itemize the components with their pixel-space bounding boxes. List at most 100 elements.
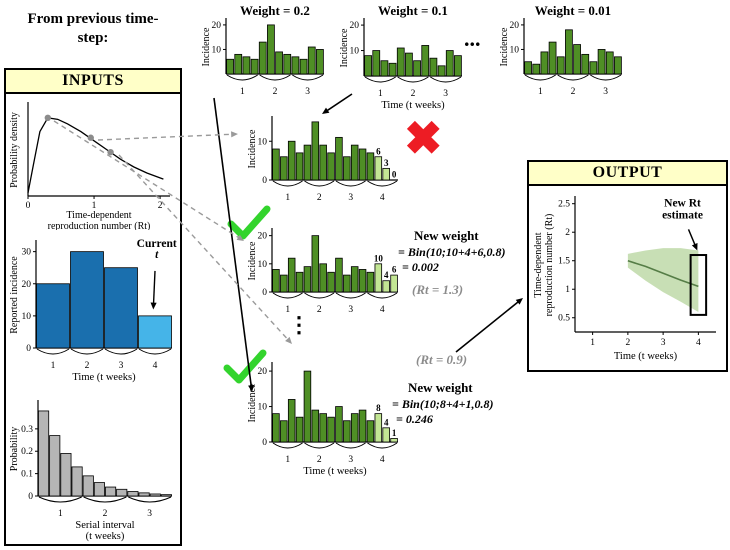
svg-text:3: 3	[147, 509, 152, 519]
svg-text:3: 3	[305, 87, 310, 97]
svg-text:Time (t weeks): Time (t weeks)	[72, 372, 136, 383]
svg-text:Serial interval: Serial interval	[75, 520, 134, 531]
output-panel: OUTPUT 0.5 1 1.5 2 2.5 1 2 3 4 Time-dependent repr…	[527, 160, 728, 372]
svg-text:0.1: 0.1	[21, 470, 33, 480]
svg-text:1: 1	[51, 361, 56, 371]
svg-text:8: 8	[376, 403, 381, 413]
svg-text:6: 6	[376, 146, 381, 156]
svg-text:2: 2	[85, 361, 90, 371]
svg-text:1: 1	[565, 285, 570, 295]
svg-text:Weight = 0.01: Weight = 0.01	[535, 4, 611, 18]
svg-text:estimate: estimate	[662, 210, 703, 222]
svg-text:(t weeks): (t weeks)	[86, 531, 125, 542]
svg-text:1: 1	[58, 509, 63, 519]
output-rt-chart: 0.5 1 1.5 2 2.5 1 2 3 4 Time-dependent reproductio…	[531, 190, 724, 368]
vertical-ellipsis: ⋮	[288, 312, 310, 337]
svg-text:Time (t weeks): Time (t weeks)	[614, 351, 678, 362]
svg-text:0.2: 0.2	[21, 447, 33, 457]
svg-text:3: 3	[603, 87, 608, 97]
svg-text:Probability density: Probability density	[9, 112, 20, 188]
svg-text:Reported incidence: Reported incidence	[9, 256, 20, 334]
svg-text:2: 2	[411, 89, 416, 99]
weight-value-1: = 0.002	[402, 260, 439, 275]
svg-text:1: 1	[590, 338, 595, 348]
svg-text:Time-dependent: Time-dependent	[533, 232, 544, 297]
svg-text:2: 2	[626, 338, 631, 348]
from-previous-label: From previous time-step:	[27, 11, 159, 46]
particle-chart-accepted-2: 0 10 20 Incidence 8 4 1 1 2 3 4 Time (t weeks)	[246, 352, 404, 484]
svg-text:1: 1	[285, 193, 290, 203]
svg-text:10: 10	[22, 312, 32, 322]
rt-value-2: (Rt = 0.9)	[416, 352, 468, 367]
weight-value-2: = 0.246	[396, 412, 433, 427]
svg-text:10: 10	[258, 137, 268, 147]
weight-chart-3: Weight = 0.01 10 20 Incidence 1 2 3	[498, 4, 626, 100]
ellipsis: ...	[464, 26, 481, 51]
svg-text:Probability: Probability	[9, 427, 20, 471]
svg-text:Incidence: Incidence	[247, 241, 258, 280]
svg-text:Time (t weeks): Time (t weeks)	[303, 466, 367, 477]
svg-text:0: 0	[28, 492, 33, 502]
svg-text:0.5: 0.5	[558, 314, 570, 324]
svg-text:1: 1	[378, 89, 383, 99]
binomial-formula-2: = Bin(10;8+4+1,0.8)	[392, 396, 494, 411]
binomial-formula-1: = Bin(10;10+4+6,0.8)	[398, 244, 506, 259]
svg-text:1: 1	[538, 87, 543, 97]
new-weight-label-1: New weight	[414, 228, 479, 243]
svg-text:Incidence: Incidence	[201, 27, 212, 66]
particle-chart-accepted-1: 0 10 20 Incidence 10 4 6 1 2 3 4	[246, 218, 404, 318]
svg-text:2: 2	[571, 87, 576, 97]
svg-text:0: 0	[26, 344, 31, 354]
svg-text:3: 3	[348, 305, 353, 315]
svg-text:Weight = 0.2: Weight = 0.2	[240, 4, 310, 18]
svg-text:Weight = 0.1: Weight = 0.1	[378, 4, 448, 18]
svg-text:2: 2	[273, 87, 278, 97]
weight-chart-2: Weight = 0.1 10 20 Incidence 1 2 3 Time (t week…	[338, 4, 466, 114]
svg-text:10: 10	[258, 403, 268, 413]
particle-chart-rejected: 0 10 Incidence 6 3 0 1 2 3 4	[246, 106, 404, 206]
svg-text:0: 0	[262, 438, 267, 448]
svg-text:2: 2	[317, 193, 322, 203]
svg-text:4: 4	[153, 361, 158, 371]
svg-text:4: 4	[384, 270, 389, 280]
svg-text:2: 2	[317, 305, 322, 315]
svg-text:4: 4	[696, 338, 701, 348]
svg-text:10: 10	[258, 260, 268, 270]
svg-text:0: 0	[26, 201, 31, 211]
svg-text:3: 3	[443, 89, 448, 99]
svg-text:New Rt: New Rt	[664, 198, 701, 210]
svg-text:3: 3	[661, 338, 666, 348]
svg-text:20: 20	[258, 367, 268, 377]
inputs-header: INPUTS	[6, 70, 180, 94]
svg-text:4: 4	[380, 193, 385, 203]
svg-text:0: 0	[262, 176, 267, 186]
inputs-panel: INPUTS 0 1 2 Probability density Time-depend…	[4, 68, 182, 546]
svg-text:30: 30	[22, 248, 32, 258]
svg-text:1.5: 1.5	[558, 257, 570, 267]
svg-text:3: 3	[348, 455, 353, 465]
svg-text:3: 3	[119, 361, 124, 371]
reject-icon: ✖	[404, 113, 443, 164]
svg-text:Incidence: Incidence	[247, 129, 258, 168]
svg-text:1: 1	[392, 428, 397, 438]
svg-text:t: t	[155, 249, 159, 261]
svg-text:4: 4	[380, 455, 385, 465]
svg-text:1: 1	[285, 455, 290, 465]
svg-text:20: 20	[212, 21, 222, 31]
svg-text:0.3: 0.3	[21, 425, 33, 435]
new-weight-annotation-1: New weight = Bin(10;10+4+6,0.8) = 0.002	[398, 228, 530, 276]
svg-text:Time (t weeks): Time (t weeks)	[381, 100, 445, 111]
svg-text:10: 10	[350, 47, 360, 57]
svg-text:20: 20	[510, 21, 520, 31]
svg-text:2: 2	[158, 201, 163, 211]
svg-text:2.5: 2.5	[558, 200, 570, 210]
svg-text:Incidence: Incidence	[247, 383, 258, 422]
weight-chart-1: Weight = 0.2 10 20 Incidence 1 2 3	[200, 4, 328, 100]
svg-text:3: 3	[384, 158, 389, 168]
svg-text:4: 4	[384, 417, 389, 427]
output-header: OUTPUT	[529, 162, 726, 186]
svg-text:6: 6	[392, 265, 397, 275]
svg-text:reproduction number (Rt): reproduction number (Rt)	[544, 214, 555, 317]
svg-text:20: 20	[258, 232, 268, 242]
